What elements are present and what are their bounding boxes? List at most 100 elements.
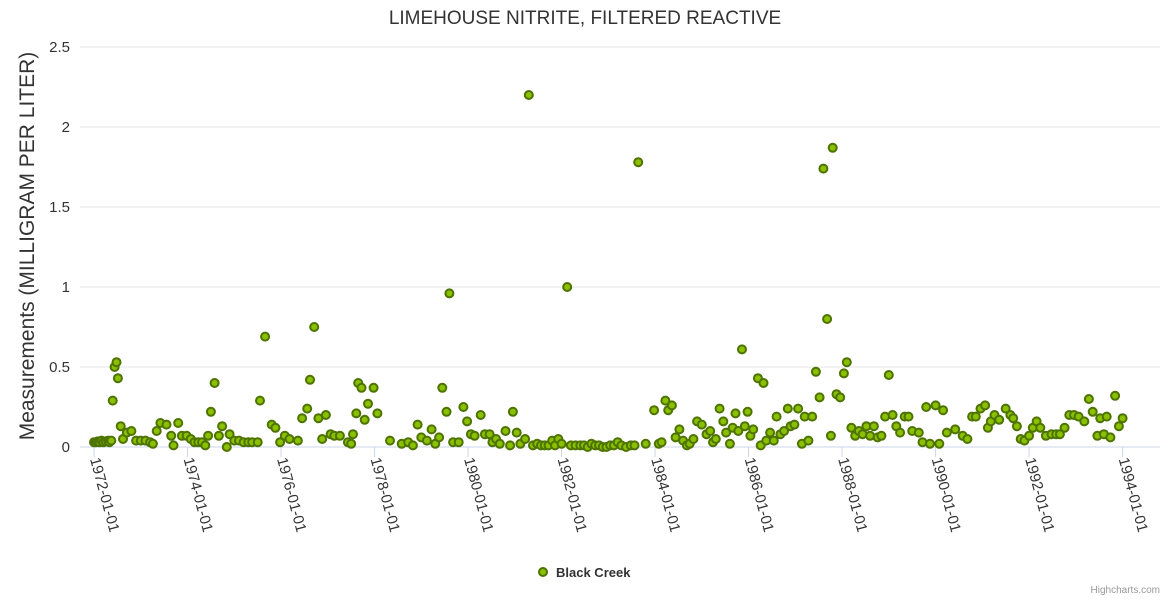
data-point[interactable] xyxy=(765,427,776,438)
data-point[interactable] xyxy=(827,142,838,153)
data-point[interactable] xyxy=(320,410,331,420)
data-point[interactable] xyxy=(1087,406,1098,417)
data-point[interactable] xyxy=(111,357,122,368)
legend[interactable]: Black Creek xyxy=(538,565,631,580)
data-point[interactable] xyxy=(348,429,358,440)
data-point[interactable] xyxy=(270,422,281,433)
data-point[interactable] xyxy=(925,438,935,449)
data-point[interactable] xyxy=(930,400,941,411)
data-point[interactable] xyxy=(1059,422,1070,433)
data-point[interactable] xyxy=(868,421,879,432)
data-point[interactable] xyxy=(696,419,707,430)
data-point[interactable] xyxy=(835,392,846,403)
data-point[interactable] xyxy=(359,414,370,425)
legend-item-black-creek[interactable]: Black Creek xyxy=(556,565,631,580)
data-point[interactable] xyxy=(739,421,750,432)
data-point[interactable] xyxy=(876,430,887,441)
data-point[interactable] xyxy=(883,370,894,380)
data-point[interactable] xyxy=(221,442,232,452)
data-point[interactable] xyxy=(284,434,295,444)
data-point[interactable] xyxy=(161,419,172,430)
data-point[interactable] xyxy=(938,405,949,416)
data-point[interactable] xyxy=(714,403,725,414)
data-point[interactable] xyxy=(385,435,395,446)
data-point[interactable] xyxy=(822,314,833,324)
data-point[interactable] xyxy=(803,435,814,446)
data-point[interactable] xyxy=(782,403,793,414)
data-point[interactable] xyxy=(147,438,158,449)
data-point[interactable] xyxy=(1079,416,1090,427)
data-point[interactable] xyxy=(913,427,924,438)
data-point[interactable] xyxy=(718,416,729,427)
data-point[interactable] xyxy=(255,395,265,406)
data-point[interactable] xyxy=(1110,390,1121,401)
data-point[interactable] xyxy=(407,440,418,451)
data-point[interactable] xyxy=(771,411,782,422)
data-point[interactable] xyxy=(437,382,448,393)
data-point[interactable] xyxy=(1000,403,1011,414)
data-point[interactable] xyxy=(793,403,804,414)
data-point[interactable] xyxy=(721,427,732,438)
data-point[interactable] xyxy=(203,430,214,441)
data-point[interactable] xyxy=(629,440,640,451)
data-point[interactable] xyxy=(297,413,308,424)
data-point[interactable] xyxy=(363,398,373,409)
data-point[interactable] xyxy=(441,406,452,417)
data-point[interactable] xyxy=(1024,430,1035,441)
data-point[interactable] xyxy=(562,282,573,292)
data-point[interactable] xyxy=(292,435,303,446)
data-point[interactable] xyxy=(825,430,836,441)
data-point[interactable] xyxy=(934,438,945,449)
data-point[interactable] xyxy=(507,406,518,417)
data-point[interactable] xyxy=(921,402,932,412)
data-point[interactable] xyxy=(213,430,224,441)
data-point[interactable] xyxy=(705,426,716,436)
data-point[interactable] xyxy=(941,427,952,438)
data-point[interactable] xyxy=(807,411,818,422)
data-point[interactable] xyxy=(475,410,486,420)
data-point[interactable] xyxy=(494,438,505,449)
data-point[interactable] xyxy=(970,411,981,422)
data-point[interactable] xyxy=(1035,422,1046,433)
data-point[interactable] xyxy=(151,426,162,436)
data-point[interactable] xyxy=(302,403,313,414)
data-point[interactable] xyxy=(505,440,516,451)
data-point[interactable] xyxy=(674,424,685,435)
data-point[interactable] xyxy=(166,430,177,441)
data-point[interactable] xyxy=(205,406,216,417)
data-point[interactable] xyxy=(368,382,379,393)
data-point[interactable] xyxy=(1101,411,1112,422)
data-point[interactable] xyxy=(412,419,423,430)
data-point[interactable] xyxy=(356,382,367,393)
series-black-creek[interactable] xyxy=(89,90,1128,452)
data-point[interactable] xyxy=(107,395,118,406)
data-point[interactable] xyxy=(500,426,511,436)
data-point[interactable] xyxy=(309,322,320,332)
data-point[interactable] xyxy=(895,427,906,438)
data-point[interactable] xyxy=(814,392,825,403)
data-point[interactable] xyxy=(1083,394,1094,404)
data-point[interactable] xyxy=(173,418,184,428)
data-point[interactable] xyxy=(730,408,741,419)
data-point[interactable] xyxy=(748,424,759,435)
data-point[interactable] xyxy=(733,426,744,436)
data-point[interactable] xyxy=(200,440,211,451)
data-point[interactable] xyxy=(523,90,534,100)
data-point[interactable] xyxy=(688,434,699,444)
data-point[interactable] xyxy=(1008,413,1019,424)
data-point[interactable] xyxy=(209,378,220,388)
data-point[interactable] xyxy=(810,366,821,377)
data-point[interactable] xyxy=(950,424,961,435)
data-point[interactable] xyxy=(980,400,991,411)
data-point[interactable] xyxy=(556,438,567,449)
data-point[interactable] xyxy=(252,437,263,448)
data-point[interactable] xyxy=(520,434,531,444)
data-point[interactable] xyxy=(469,430,480,441)
data-point[interactable] xyxy=(710,434,721,444)
data-point[interactable] xyxy=(224,429,235,440)
data-point[interactable] xyxy=(660,395,671,406)
data-point[interactable] xyxy=(887,410,898,420)
data-point[interactable] xyxy=(106,435,117,446)
data-point[interactable] xyxy=(1054,429,1065,440)
data-point[interactable] xyxy=(656,437,667,448)
